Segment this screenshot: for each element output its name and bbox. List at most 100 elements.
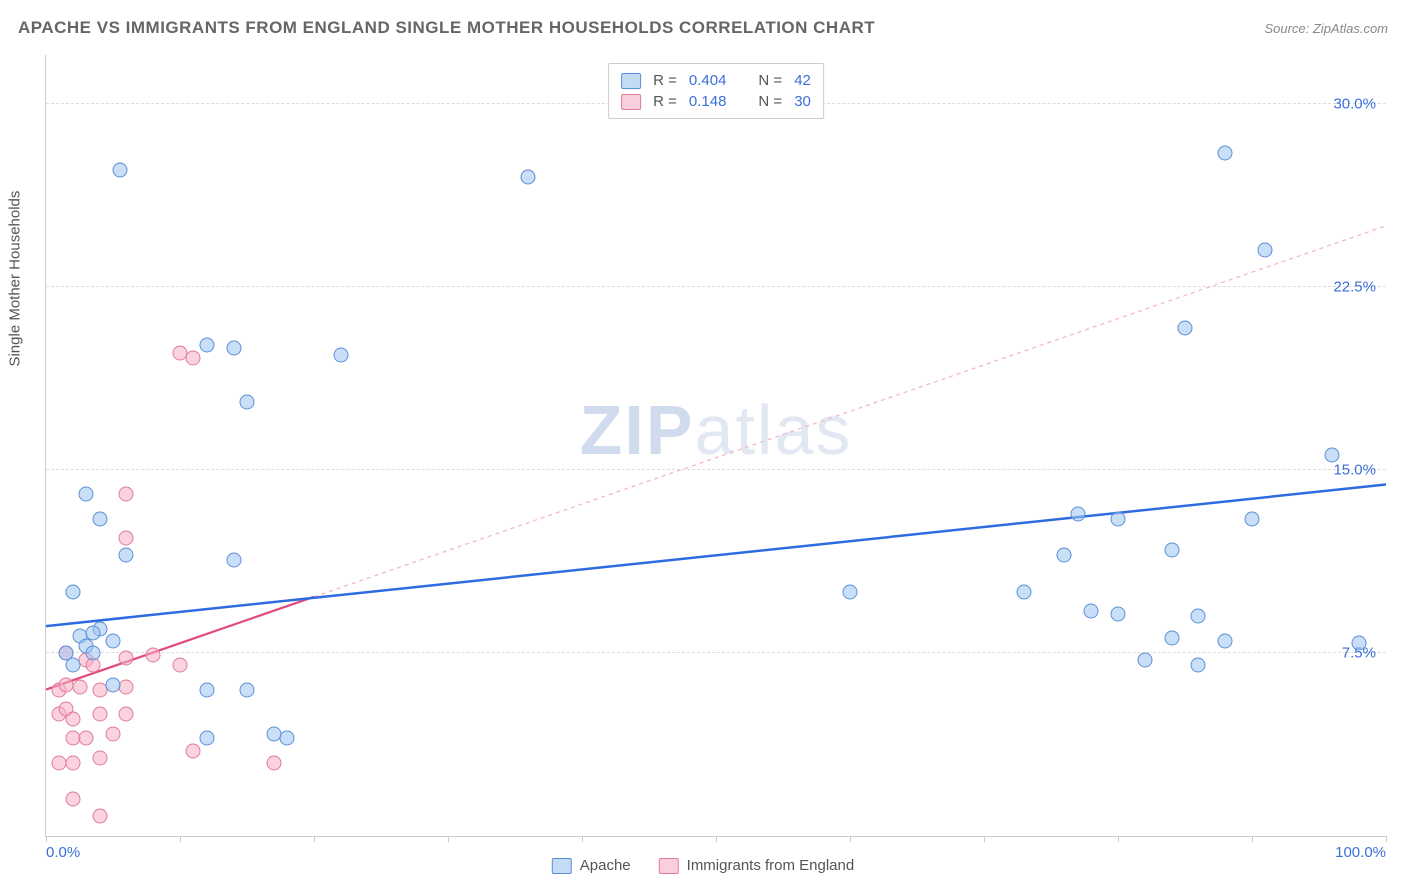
r-value-b: 0.148: [689, 93, 727, 110]
scatter-point-a: [843, 584, 858, 599]
x-tick: [46, 836, 47, 842]
gridline: [46, 469, 1386, 470]
plot-area: ZIPatlas R = 0.404 N = 42 R = 0.148 N = …: [45, 55, 1386, 837]
scatter-point-b: [65, 792, 80, 807]
scatter-point-a: [226, 553, 241, 568]
scatter-point-a: [119, 548, 134, 563]
x-tick: [314, 836, 315, 842]
scatter-point-a: [65, 584, 80, 599]
chart-container: ZIPatlas R = 0.404 N = 42 R = 0.148 N = …: [45, 55, 1386, 837]
swatch-b-icon: [621, 94, 641, 110]
swatch-a-icon: [621, 73, 641, 89]
x-tick: [1252, 836, 1253, 842]
y-tick-label: 15.0%: [1333, 461, 1376, 478]
scatter-point-a: [1164, 543, 1179, 558]
x-tick: [448, 836, 449, 842]
legend-row-b: R = 0.148 N = 30: [621, 91, 811, 112]
scatter-point-a: [1111, 511, 1126, 526]
scatter-point-a: [1164, 631, 1179, 646]
scatter-point-a: [1191, 658, 1206, 673]
legend-item-a: Apache: [552, 857, 631, 874]
scatter-point-a: [1218, 633, 1233, 648]
x-tick: [1386, 836, 1387, 842]
n-value-a: 42: [794, 72, 811, 89]
scatter-point-a: [1111, 606, 1126, 621]
r-label: R =: [653, 93, 677, 110]
x-tick: [716, 836, 717, 842]
scatter-point-a: [1325, 448, 1340, 463]
scatter-point-a: [333, 348, 348, 363]
scatter-point-a: [280, 731, 295, 746]
scatter-point-a: [65, 658, 80, 673]
scatter-point-b: [119, 650, 134, 665]
y-tick-label: 30.0%: [1333, 95, 1376, 112]
scatter-point-b: [146, 648, 161, 663]
scatter-point-a: [1218, 145, 1233, 160]
scatter-point-a: [112, 162, 127, 177]
scatter-point-a: [106, 633, 121, 648]
y-tick-label: 22.5%: [1333, 278, 1376, 295]
scatter-point-b: [119, 487, 134, 502]
scatter-point-a: [1137, 653, 1152, 668]
n-value-b: 30: [794, 93, 811, 110]
scatter-point-a: [1258, 243, 1273, 258]
swatch-a-icon: [552, 858, 572, 874]
scatter-point-a: [1017, 584, 1032, 599]
watermark-light: atlas: [695, 391, 853, 469]
x-tick: [180, 836, 181, 842]
x-tick: [1118, 836, 1119, 842]
scatter-point-b: [92, 750, 107, 765]
scatter-point-b: [79, 731, 94, 746]
y-axis-label: Single Mother Households: [7, 191, 24, 367]
scatter-point-a: [79, 487, 94, 502]
scatter-point-a: [1057, 548, 1072, 563]
x-tick: [850, 836, 851, 842]
n-label: N =: [758, 93, 782, 110]
scatter-point-a: [240, 394, 255, 409]
scatter-point-b: [119, 706, 134, 721]
scatter-point-b: [186, 350, 201, 365]
scatter-point-b: [72, 680, 87, 695]
x-tick: [582, 836, 583, 842]
series-a-name: Apache: [580, 857, 631, 874]
watermark-bold: ZIP: [580, 391, 695, 469]
scatter-point-b: [65, 711, 80, 726]
r-label: R =: [653, 72, 677, 89]
gridline: [46, 286, 1386, 287]
legend-row-a: R = 0.404 N = 42: [621, 70, 811, 91]
series-b-name: Immigrants from England: [687, 857, 855, 874]
scatter-point-a: [1352, 636, 1367, 651]
scatter-point-b: [65, 755, 80, 770]
scatter-point-a: [199, 731, 214, 746]
swatch-b-icon: [659, 858, 679, 874]
scatter-point-a: [521, 170, 536, 185]
scatter-point-a: [92, 511, 107, 526]
scatter-point-a: [85, 645, 100, 660]
watermark: ZIPatlas: [580, 390, 853, 470]
gridline: [46, 652, 1386, 653]
r-value-a: 0.404: [689, 72, 727, 89]
legend-item-b: Immigrants from England: [659, 857, 855, 874]
scatter-point-a: [1245, 511, 1260, 526]
chart-title: APACHE VS IMMIGRANTS FROM ENGLAND SINGLE…: [18, 18, 875, 38]
x-tick-label-left: 0.0%: [46, 844, 80, 861]
x-tick-label-right: 100.0%: [1335, 844, 1386, 861]
x-tick: [984, 836, 985, 842]
trend-lines-svg: [46, 55, 1386, 836]
scatter-point-b: [119, 531, 134, 546]
scatter-point-b: [266, 755, 281, 770]
scatter-point-b: [92, 706, 107, 721]
scatter-point-a: [1178, 321, 1193, 336]
scatter-point-a: [106, 677, 121, 692]
scatter-point-b: [119, 680, 134, 695]
source-label: Source: ZipAtlas.com: [1264, 21, 1388, 36]
legend-correlation-box: R = 0.404 N = 42 R = 0.148 N = 30: [608, 63, 824, 119]
scatter-point-b: [106, 726, 121, 741]
scatter-point-b: [92, 809, 107, 824]
scatter-point-a: [226, 340, 241, 355]
scatter-point-a: [1191, 609, 1206, 624]
scatter-point-a: [240, 682, 255, 697]
legend-bottom: Apache Immigrants from England: [552, 857, 854, 874]
scatter-point-a: [1084, 604, 1099, 619]
n-label: N =: [758, 72, 782, 89]
